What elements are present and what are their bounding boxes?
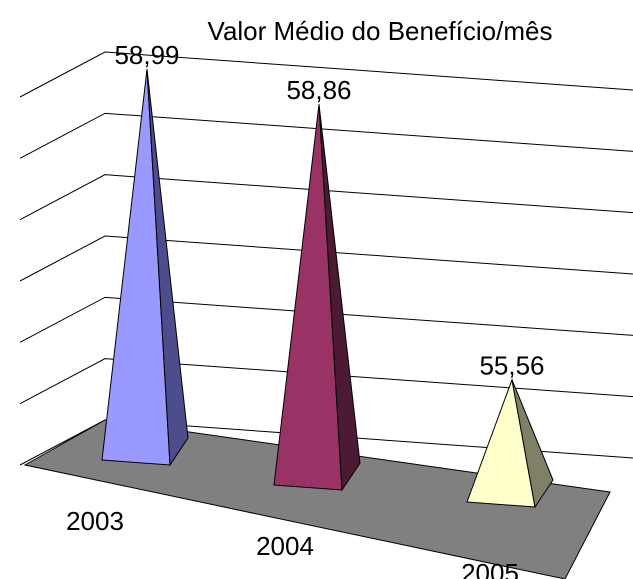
pyramid (101, 69, 189, 467)
x-tick-label: 2005 (461, 558, 519, 579)
pyramid (273, 104, 361, 492)
value-label: 58,86 (286, 75, 351, 105)
grid-line (19, 51, 633, 98)
pyramid-side (146, 69, 189, 467)
x-tick-label: 2003 (66, 506, 124, 536)
value-label: 58,99 (114, 40, 179, 70)
grid-line (19, 296, 633, 343)
grid-line (19, 235, 633, 282)
grid-line (19, 112, 633, 159)
grid-line (19, 358, 633, 405)
grid-line (19, 174, 633, 221)
chart-title: Valor Médio do Benefício/mês (208, 16, 553, 46)
pyramid (466, 377, 554, 509)
x-tick-label: 2004 (256, 531, 314, 561)
pyramid-side (318, 104, 361, 492)
pyramid-side (511, 379, 554, 509)
value-label: 55,56 (479, 351, 544, 381)
